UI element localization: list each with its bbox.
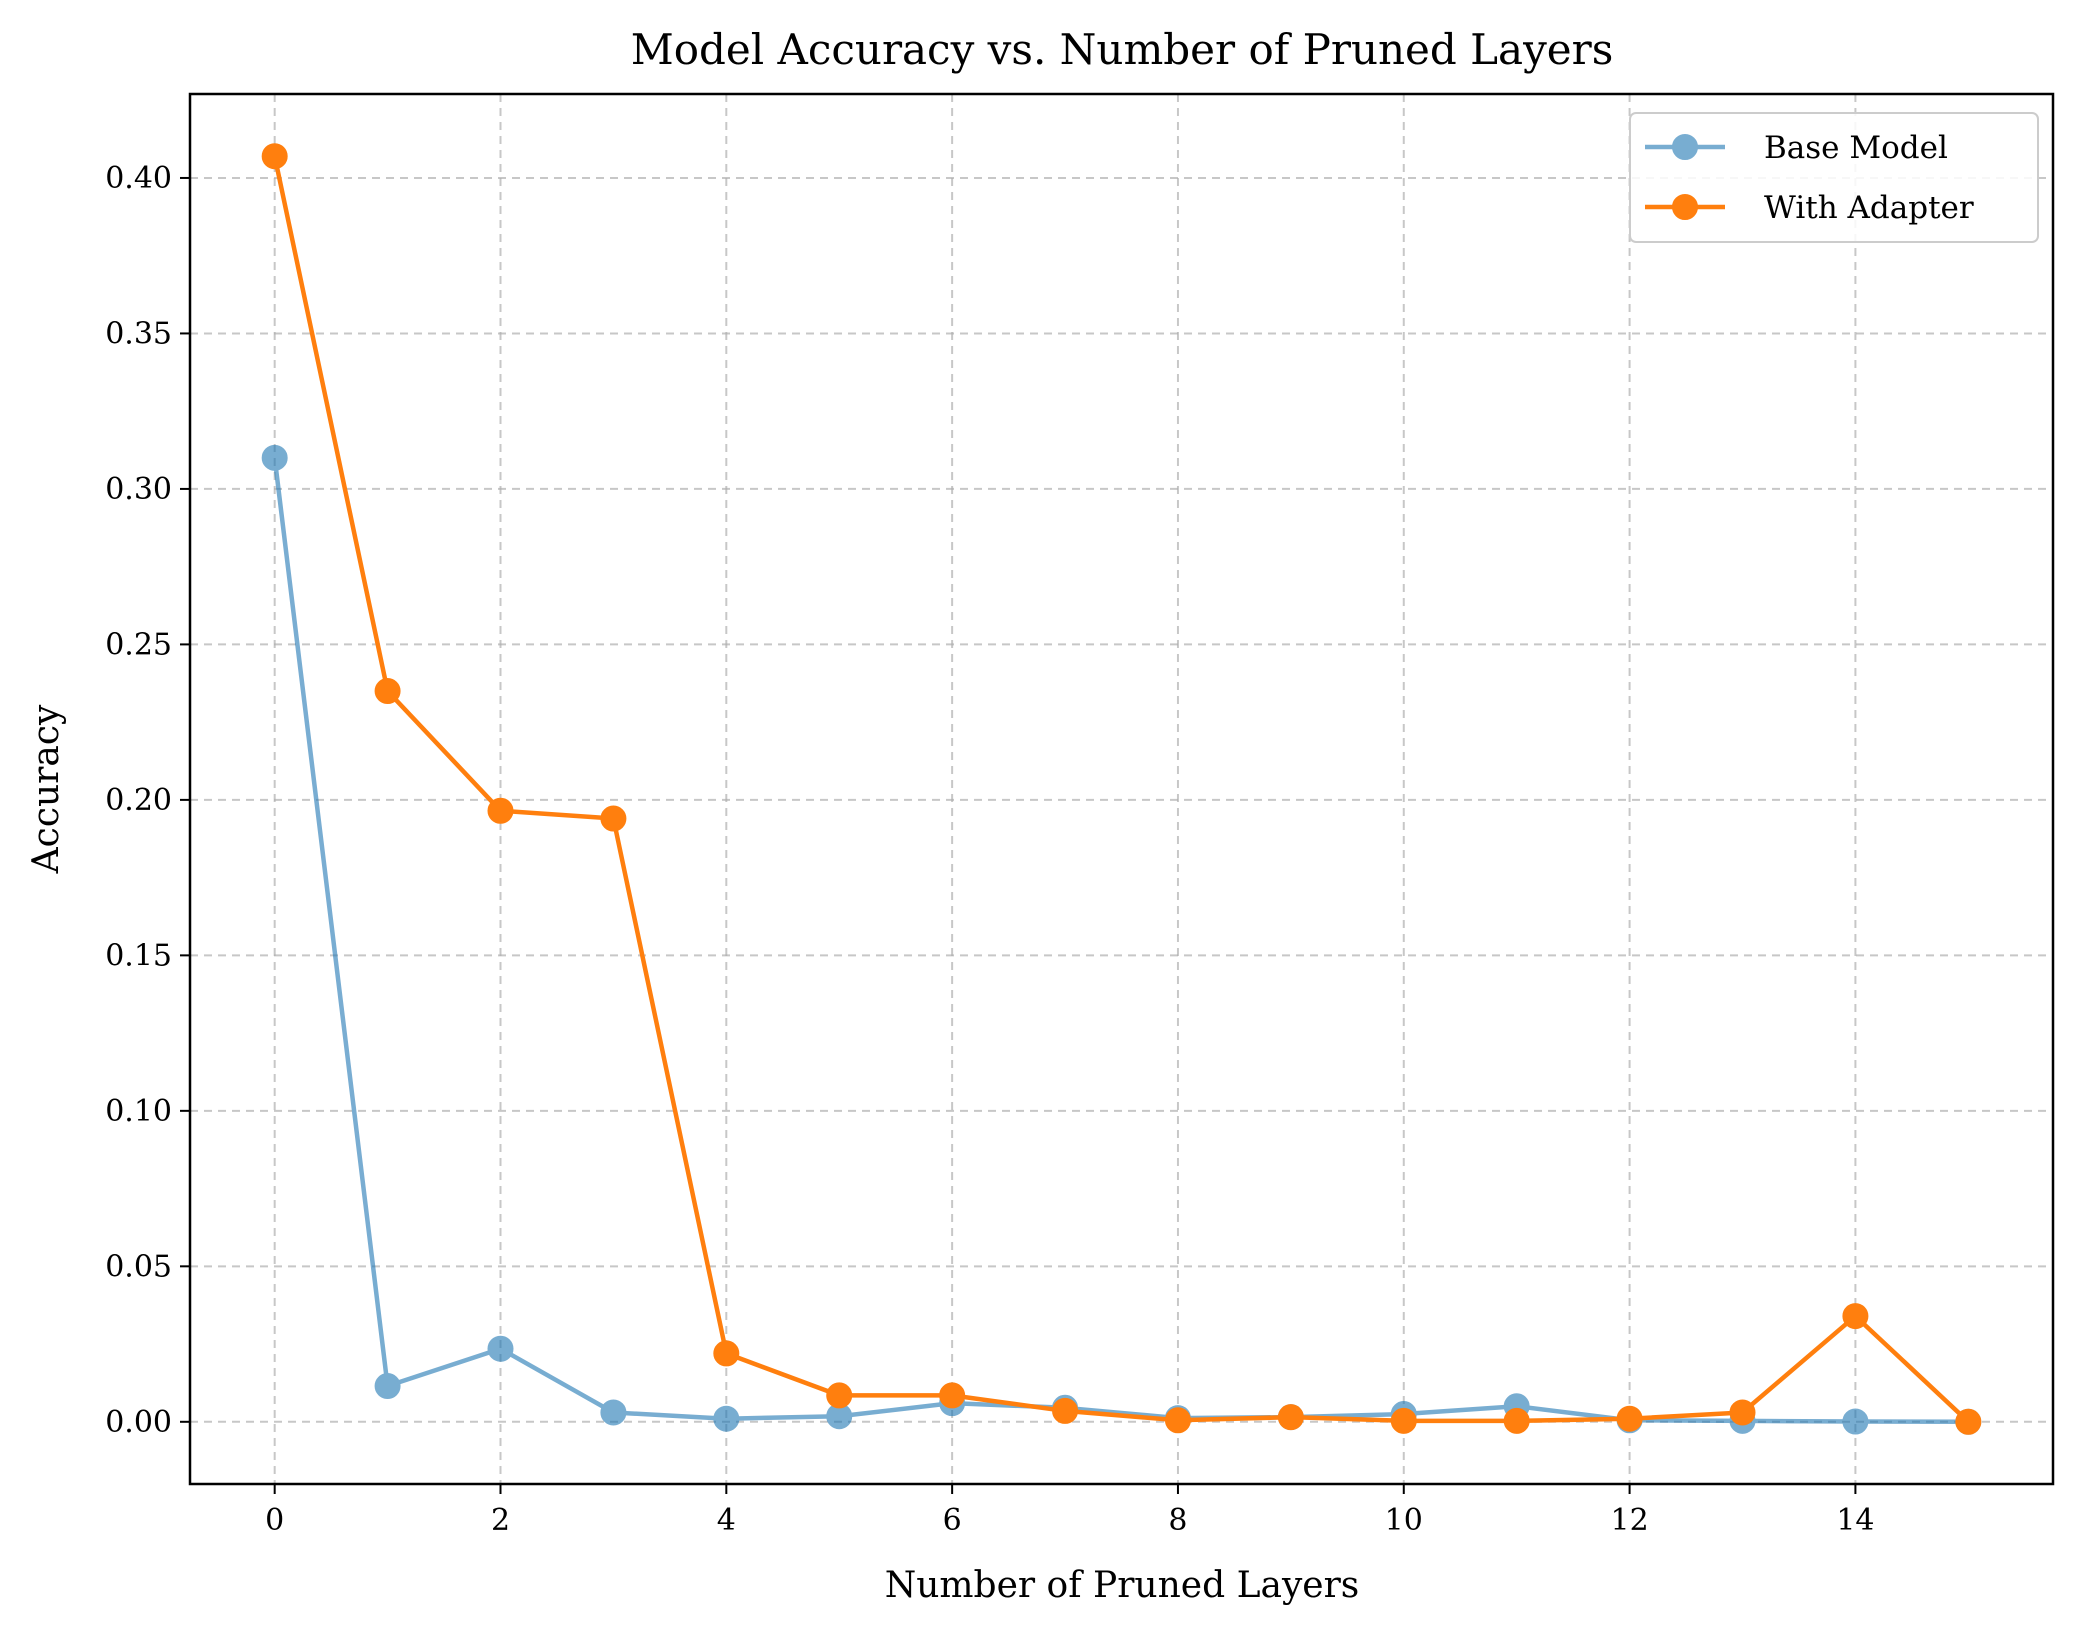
- data-point-with-adapter: [374, 678, 401, 705]
- data-point-base-model: [487, 1335, 514, 1362]
- x-axis-ticks: 0 2 4 6 8 10 12 14: [265, 1484, 1875, 1538]
- x-tick-label: 12: [1610, 1503, 1648, 1538]
- legend-box: [1629, 112, 2039, 243]
- y-tick-label: 0.25: [105, 627, 172, 662]
- y-tick-label: 0.00: [105, 1405, 172, 1440]
- data-point-with-adapter: [1616, 1405, 1643, 1432]
- data-point-with-adapter: [1955, 1408, 1982, 1435]
- data-point-with-adapter: [1164, 1407, 1191, 1434]
- data-point-with-adapter: [1052, 1397, 1079, 1424]
- data-point-with-adapter: [1277, 1404, 1304, 1431]
- data-point-with-adapter: [261, 143, 288, 170]
- series-with-adapter: [261, 143, 1982, 1435]
- x-tick-label: 0: [265, 1503, 284, 1538]
- legend-entries: Base Model With Adapter: [1645, 130, 1974, 226]
- chart-title: Model Accuracy vs. Number of Pruned Laye…: [631, 25, 1614, 74]
- legend-marker-with-adapter: [1672, 194, 1698, 220]
- data-point-with-adapter: [939, 1382, 966, 1409]
- plot-area-frame: [188, 92, 2055, 1486]
- data-point-with-adapter: [1503, 1407, 1530, 1434]
- y-tick-label: 0.35: [105, 316, 172, 351]
- data-point-base-model: [374, 1373, 401, 1400]
- x-tick-label: 10: [1385, 1503, 1423, 1538]
- legend-label-base-model: Base Model: [1764, 130, 1948, 166]
- legend-swatch-base-model: [1645, 134, 1725, 160]
- vertical-grid-lines: [273, 94, 1857, 1484]
- legend-swatch-with-adapter: [1645, 194, 1725, 220]
- data-point-with-adapter: [1729, 1399, 1756, 1426]
- data-point-base-model: [261, 444, 288, 471]
- legend-entry-with-adapter: With Adapter: [1645, 190, 1974, 226]
- y-tick-label: 0.15: [105, 938, 172, 973]
- data-point-with-adapter: [487, 797, 514, 824]
- y-tick-label: 0.10: [105, 1094, 172, 1129]
- y-tick-label: 0.30: [105, 472, 172, 507]
- data-point-base-model: [713, 1405, 740, 1432]
- y-tick-label: 0.20: [105, 783, 172, 818]
- y-axis-ticks: 0.00 0.05 0.10 0.15 0.20 0.25 0.30 0.35 0.40: [105, 161, 190, 1440]
- data-point-base-model: [1842, 1408, 1869, 1435]
- data-point-with-adapter: [826, 1382, 853, 1409]
- plot-series: [261, 143, 1982, 1435]
- x-tick-label: 14: [1836, 1503, 1874, 1538]
- x-axis-label: Number of Pruned Layers: [885, 1565, 1360, 1606]
- series-line-base-model: [272, 457, 1969, 1425]
- legend-label-with-adapter: With Adapter: [1764, 190, 1974, 226]
- y-axis-label: Accuracy: [26, 704, 67, 874]
- legend: Base Model With Adapter: [1629, 112, 2039, 243]
- x-tick-label: 6: [943, 1503, 962, 1538]
- y-tick-label: 0.05: [105, 1249, 172, 1284]
- legend-entry-base-model: Base Model: [1645, 130, 1948, 166]
- data-point-with-adapter: [1390, 1407, 1417, 1434]
- y-tick-label: 0.40: [105, 161, 172, 196]
- data-point-base-model: [600, 1399, 627, 1426]
- legend-marker-base-model: [1672, 134, 1698, 160]
- data-point-with-adapter: [1842, 1303, 1869, 1330]
- data-point-with-adapter: [600, 805, 627, 832]
- data-point-with-adapter: [713, 1340, 740, 1367]
- x-tick-label: 4: [717, 1503, 736, 1538]
- x-tick-label: 8: [1168, 1503, 1187, 1538]
- x-tick-label: 2: [491, 1503, 510, 1538]
- series-line-with-adapter: [272, 155, 1970, 1424]
